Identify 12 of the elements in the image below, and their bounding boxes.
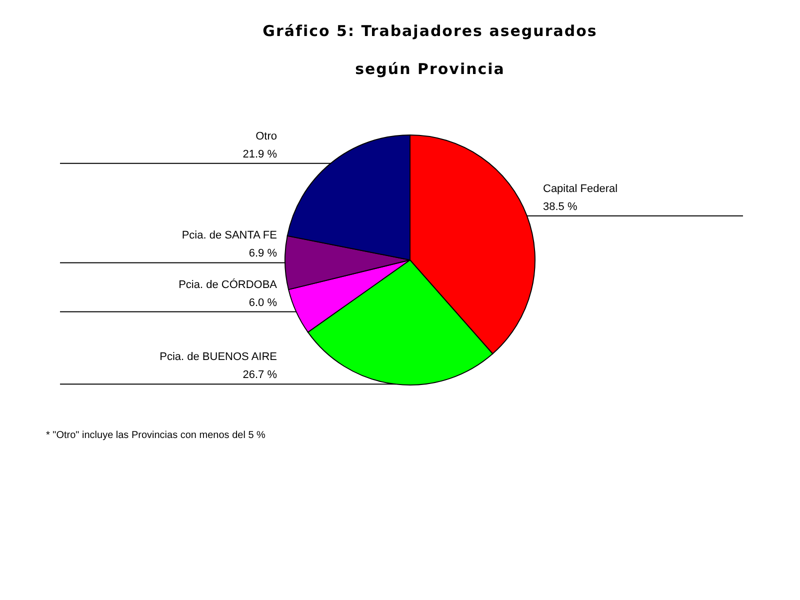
slice-label: Otro	[256, 130, 277, 142]
chart-title: Gráfico 5: Trabajadores asegurados según Provincia	[262, 22, 598, 78]
data-label: 38.5 %	[543, 200, 578, 213]
data-label: 21.9 %	[242, 148, 278, 160]
slice-label: Pcia. de CÓRDOBA	[178, 278, 278, 291]
slice-label: Capital Federal	[543, 182, 618, 195]
data-label: 6.9 %	[248, 248, 278, 260]
slice-label: Pcia. de SANTA FE	[182, 230, 277, 242]
slice-label: Pcia. de BUENOS AIRE	[160, 351, 277, 364]
text: * "Otro" incluye las Provincias con menos del 5 %	[46, 430, 266, 441]
data-label: 26.7 %	[242, 369, 278, 382]
data-label: 6.0 %	[248, 296, 278, 309]
